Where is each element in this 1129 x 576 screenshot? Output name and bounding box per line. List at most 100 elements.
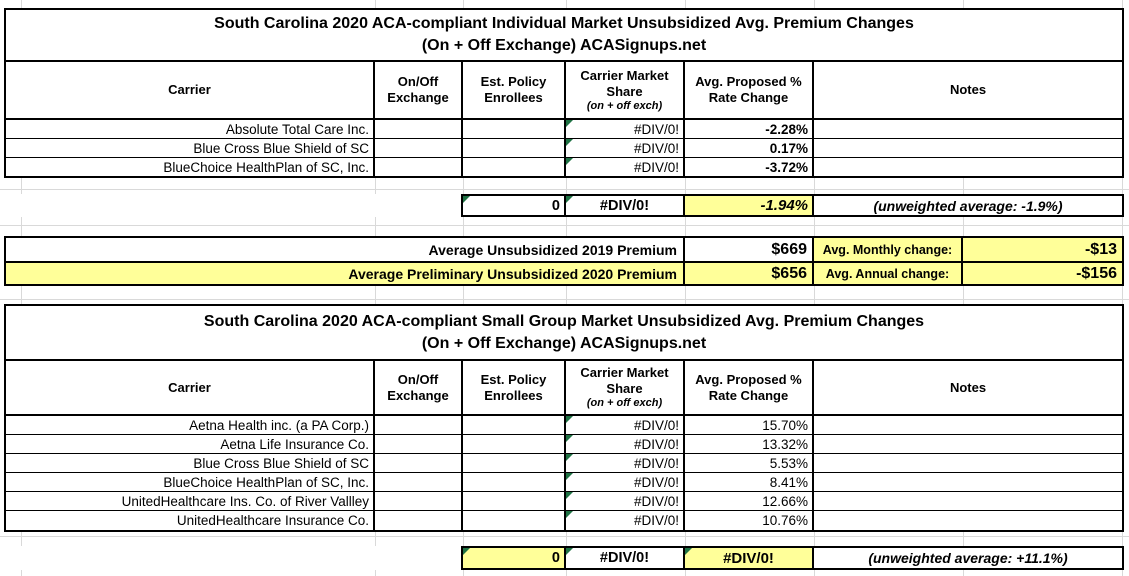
exchange-cell[interactable] bbox=[375, 435, 463, 453]
market-share-cell[interactable]: #DIV/0! bbox=[566, 454, 685, 472]
rate-change-cell[interactable]: 8.41% bbox=[685, 473, 814, 491]
exchange-cell[interactable] bbox=[375, 492, 463, 510]
formula-error-icon bbox=[685, 548, 692, 555]
carrier-cell[interactable]: BlueChoice HealthPlan of SC, Inc. bbox=[6, 158, 375, 176]
header-rate-change[interactable]: Avg. Proposed % Rate Change bbox=[685, 62, 814, 118]
premium-2020-label[interactable]: Average Preliminary Unsubsidized 2020 Pr… bbox=[6, 263, 685, 284]
notes-cell[interactable] bbox=[814, 454, 1122, 472]
table-title-line1: South Carolina 2020 ACA-compliant Small … bbox=[203, 312, 925, 330]
enrollees-cell[interactable] bbox=[463, 473, 566, 491]
table-row: Aetna Health inc. (a PA Corp.) #DIV/0! 1… bbox=[6, 416, 1122, 435]
notes-cell[interactable] bbox=[814, 492, 1122, 510]
header-market-share[interactable]: Carrier Market Share (on + off exch) bbox=[566, 361, 685, 414]
header-carrier[interactable]: Carrier bbox=[6, 62, 375, 118]
monthly-change-value[interactable]: -$13 bbox=[963, 238, 1122, 261]
market-share-cell[interactable]: #DIV/0! bbox=[566, 158, 685, 176]
carrier-cell[interactable]: Absolute Total Care Inc. bbox=[6, 120, 375, 138]
header-market-share[interactable]: Carrier Market Share (on + off exch) bbox=[566, 62, 685, 118]
carrier-cell[interactable]: Blue Cross Blue Shield of SC bbox=[6, 139, 375, 157]
table-body: Aetna Health inc. (a PA Corp.) #DIV/0! 1… bbox=[6, 416, 1122, 530]
total-market-share-cell[interactable]: #DIV/0! bbox=[566, 548, 685, 568]
total-rate-change-cell[interactable]: -1.94% bbox=[685, 196, 814, 215]
enrollees-cell[interactable] bbox=[463, 454, 566, 472]
market-share-cell[interactable]: #DIV/0! bbox=[566, 416, 685, 434]
formula-error-icon bbox=[566, 473, 573, 480]
exchange-cell[interactable] bbox=[375, 511, 463, 530]
premium-row-2020: Average Preliminary Unsubsidized 2020 Pr… bbox=[6, 261, 1122, 284]
header-exchange[interactable]: On/Off Exchange bbox=[375, 62, 463, 118]
unweighted-average-note[interactable]: (unweighted average: +11.1%) bbox=[868, 550, 1068, 566]
individual-totals-row: 0 #DIV/0! -1.94% (unweighted average: -1… bbox=[461, 194, 1124, 217]
enrollees-cell[interactable] bbox=[463, 492, 566, 510]
notes-cell[interactable] bbox=[814, 158, 1122, 176]
monthly-change-label[interactable]: Avg. Monthly change: bbox=[814, 238, 963, 261]
header-enrollees[interactable]: Est. Policy Enrollees bbox=[463, 361, 566, 414]
small-group-totals-row: 0 #DIV/0! #DIV/0! (unweighted average: +… bbox=[461, 546, 1124, 570]
total-rate-change-cell[interactable]: #DIV/0! bbox=[685, 548, 814, 568]
exchange-cell[interactable] bbox=[375, 158, 463, 176]
market-share-cell[interactable]: #DIV/0! bbox=[566, 492, 685, 510]
table-row: BlueChoice HealthPlan of SC, Inc. #DIV/0… bbox=[6, 473, 1122, 492]
total-market-share-cell[interactable]: #DIV/0! bbox=[566, 196, 685, 215]
market-share-cell[interactable]: #DIV/0! bbox=[566, 511, 685, 530]
notes-cell[interactable] bbox=[814, 120, 1122, 138]
table-header-row: Carrier On/Off Exchange Est. Policy Enro… bbox=[6, 361, 1122, 416]
exchange-cell[interactable] bbox=[375, 139, 463, 157]
header-carrier[interactable]: Carrier bbox=[6, 361, 375, 414]
notes-cell[interactable] bbox=[814, 416, 1122, 434]
table-title-cell[interactable]: South Carolina 2020 ACA-compliant Small … bbox=[6, 306, 1122, 361]
header-rate-change[interactable]: Avg. Proposed % Rate Change bbox=[685, 361, 814, 414]
enrollees-cell[interactable] bbox=[463, 158, 566, 176]
enrollees-cell[interactable] bbox=[463, 416, 566, 434]
market-share-cell[interactable]: #DIV/0! bbox=[566, 120, 685, 138]
rate-change-cell[interactable]: 5.53% bbox=[685, 454, 814, 472]
market-share-cell[interactable]: #DIV/0! bbox=[566, 473, 685, 491]
carrier-cell[interactable]: BlueChoice HealthPlan of SC, Inc. bbox=[6, 473, 375, 491]
exchange-cell[interactable] bbox=[375, 473, 463, 491]
notes-cell[interactable] bbox=[814, 435, 1122, 453]
gridline-strip bbox=[0, 532, 1129, 546]
gridline-strip bbox=[0, 217, 1129, 236]
rate-change-cell[interactable]: 12.66% bbox=[685, 492, 814, 510]
carrier-cell[interactable]: Aetna Life Insurance Co. bbox=[6, 435, 375, 453]
enrollees-cell[interactable] bbox=[463, 435, 566, 453]
header-exchange[interactable]: On/Off Exchange bbox=[375, 361, 463, 414]
notes-cell[interactable] bbox=[814, 139, 1122, 157]
annual-change-value[interactable]: -$156 bbox=[963, 263, 1122, 284]
rate-change-cell[interactable]: 13.32% bbox=[685, 435, 814, 453]
annual-change-label[interactable]: Avg. Annual change: bbox=[814, 263, 963, 284]
premium-2019-value[interactable]: $669 bbox=[685, 238, 814, 261]
carrier-cell[interactable]: Blue Cross Blue Shield of SC bbox=[6, 454, 375, 472]
carrier-cell[interactable]: UnitedHealthcare Ins. Co. of River Valll… bbox=[6, 492, 375, 510]
gridline-strip bbox=[0, 0, 1129, 8]
exchange-cell[interactable] bbox=[375, 416, 463, 434]
carrier-cell[interactable]: UnitedHealthcare Insurance Co. bbox=[6, 511, 375, 530]
unweighted-average-note[interactable]: (unweighted average: -1.9%) bbox=[873, 197, 1063, 214]
header-enrollees[interactable]: Est. Policy Enrollees bbox=[463, 62, 566, 118]
total-enrollees-cell[interactable]: 0 bbox=[463, 196, 566, 215]
small-group-market-table: South Carolina 2020 ACA-compliant Small … bbox=[4, 304, 1124, 532]
enrollees-cell[interactable] bbox=[463, 120, 566, 138]
formula-error-icon bbox=[566, 416, 573, 423]
header-notes[interactable]: Notes bbox=[949, 82, 987, 97]
carrier-cell[interactable]: Aetna Health inc. (a PA Corp.) bbox=[6, 416, 375, 434]
rate-change-cell[interactable]: 10.76% bbox=[685, 511, 814, 530]
notes-cell[interactable] bbox=[814, 511, 1122, 530]
rate-change-cell[interactable]: 15.70% bbox=[685, 416, 814, 434]
total-enrollees-cell[interactable]: 0 bbox=[463, 548, 566, 568]
notes-cell[interactable] bbox=[814, 473, 1122, 491]
exchange-cell[interactable] bbox=[375, 454, 463, 472]
table-title-cell[interactable]: South Carolina 2020 ACA-compliant Indivi… bbox=[6, 10, 1122, 62]
market-share-cell[interactable]: #DIV/0! bbox=[566, 139, 685, 157]
exchange-cell[interactable] bbox=[375, 120, 463, 138]
premium-2020-value[interactable]: $656 bbox=[685, 263, 814, 284]
formula-error-icon bbox=[566, 548, 573, 555]
enrollees-cell[interactable] bbox=[463, 139, 566, 157]
rate-change-cell[interactable]: 0.17% bbox=[685, 139, 814, 157]
rate-change-cell[interactable]: -2.28% bbox=[685, 120, 814, 138]
premium-2019-label[interactable]: Average Unsubsidized 2019 Premium bbox=[6, 238, 685, 261]
enrollees-cell[interactable] bbox=[463, 511, 566, 530]
market-share-cell[interactable]: #DIV/0! bbox=[566, 435, 685, 453]
rate-change-cell[interactable]: -3.72% bbox=[685, 158, 814, 176]
header-notes[interactable]: Notes bbox=[949, 379, 987, 395]
